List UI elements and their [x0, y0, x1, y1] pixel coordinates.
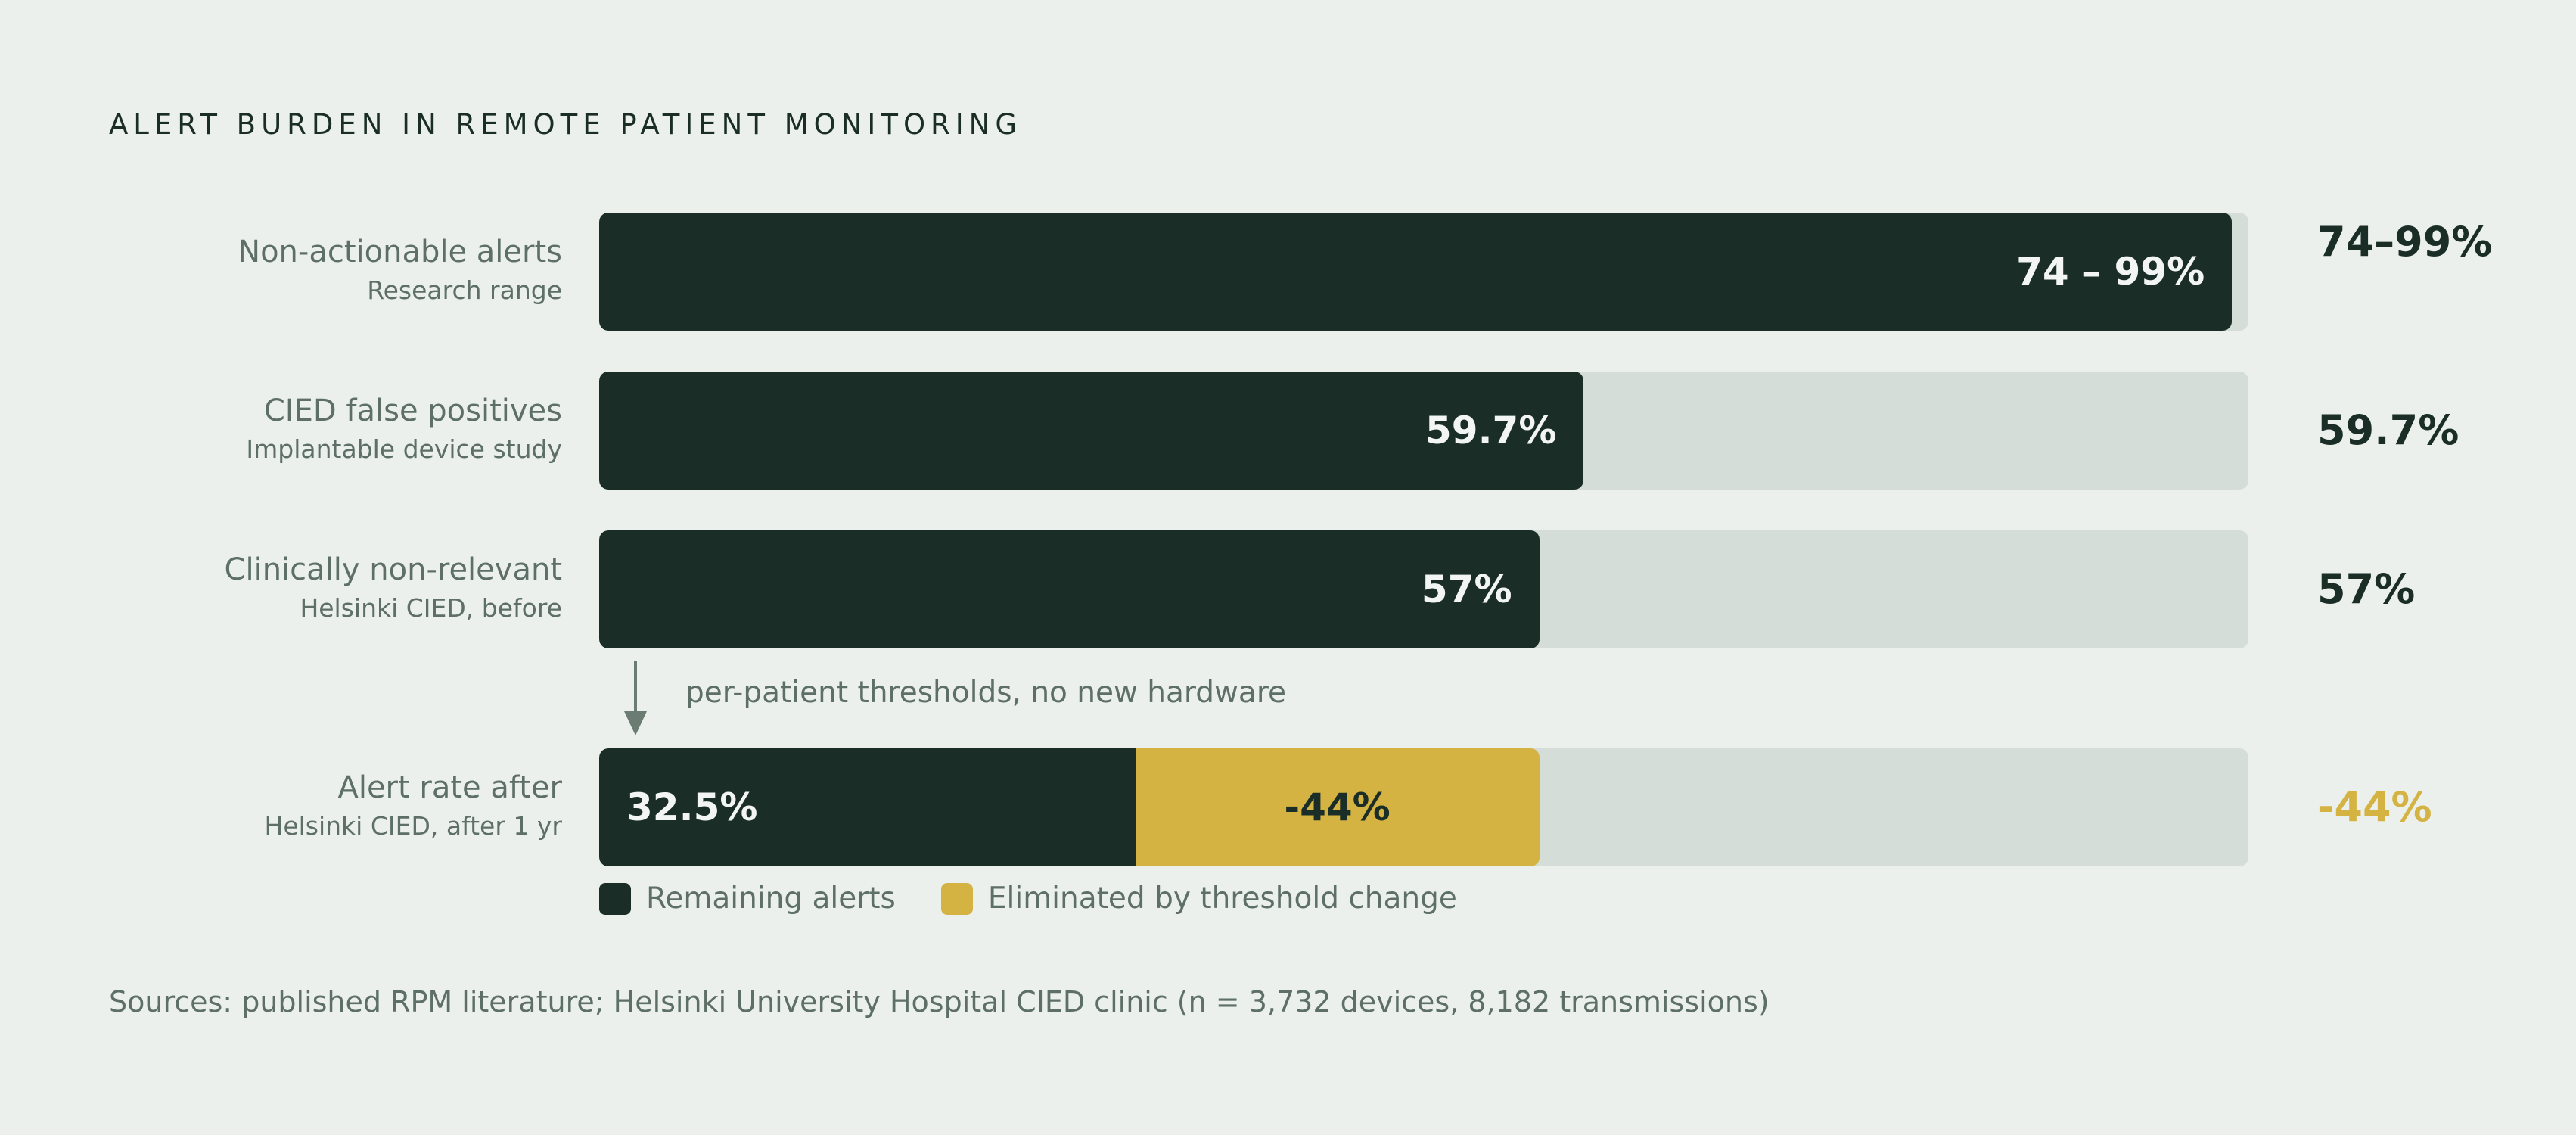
legend-swatch	[599, 882, 631, 915]
bar-row-3: Alert rate after Helsinki CIED, after 1 …	[0, 748, 2576, 866]
bar-remaining	[599, 213, 2233, 331]
bar-remaining	[599, 530, 1540, 648]
row-label: Alert rate after Helsinki CIED, after 1 …	[265, 768, 563, 845]
legend-label: Eliminated by threshold change	[987, 882, 1457, 916]
bar-value-label: 32.5%	[626, 785, 758, 829]
bar-eliminated	[1135, 748, 1540, 866]
row-label: Clinically non-relevant Helsinki CIED, b…	[225, 550, 562, 627]
chart-title: ALERT BURDEN IN REMOTE PATIENT MONITORIN…	[109, 108, 1023, 141]
legend-item-eliminated: Eliminated by threshold change	[940, 882, 1457, 916]
right-value-label: 57%	[2317, 565, 2416, 613]
bar-track: 59.7%	[599, 372, 2248, 490]
bar-track: 32.5% -44%	[599, 748, 2248, 866]
category-label: Alert rate after	[337, 770, 562, 805]
legend-item-remaining: Remaining alerts	[599, 882, 896, 916]
bar-track: 57%	[599, 530, 2248, 648]
category-sublabel: Implantable device study	[246, 434, 562, 464]
row-label: CIED false positives Implantable device …	[246, 391, 562, 468]
annotation-note: per-patient thresholds, no new hardware	[685, 676, 1286, 710]
category-label: Clinically non-relevant	[224, 552, 562, 587]
legend: Remaining alerts Eliminated by threshold…	[599, 882, 1502, 916]
bar-value-label: 59.7%	[1425, 409, 1557, 452]
legend-swatch	[940, 882, 973, 915]
bar-remaining	[599, 372, 1584, 490]
bar-row-1: CIED false positives Implantable device …	[0, 372, 2576, 490]
category-sublabel: Research range	[367, 275, 562, 305]
category-sublabel: Helsinki CIED, after 1 yr	[264, 811, 563, 841]
bar-row-0: Non-actionable alerts Research range 74 …	[0, 213, 2576, 331]
right-value-label: -44%	[2317, 783, 2432, 831]
eliminated-value-label: -44%	[1284, 785, 1391, 829]
category-sublabel: Helsinki CIED, before	[300, 593, 562, 623]
source-footnote: Sources: published RPM literature; Helsi…	[109, 985, 1770, 1018]
category-label: CIED false positives	[263, 393, 562, 428]
bar-track: 74 – 99%	[599, 213, 2248, 331]
bar-remaining	[599, 748, 1136, 866]
legend-label: Remaining alerts	[646, 882, 896, 916]
right-value-label: 59.7%	[2317, 406, 2459, 454]
down-arrow-icon	[624, 661, 647, 735]
right-value-label: 74–99%	[2317, 218, 2493, 266]
bar-value-label: 74 – 99%	[2016, 250, 2205, 294]
row-label: Non-actionable alerts Research range	[238, 232, 562, 309]
category-label: Non-actionable alerts	[238, 235, 562, 269]
bar-row-2: Clinically non-relevant Helsinki CIED, b…	[0, 530, 2576, 648]
bar-value-label: 57%	[1421, 568, 1512, 611]
